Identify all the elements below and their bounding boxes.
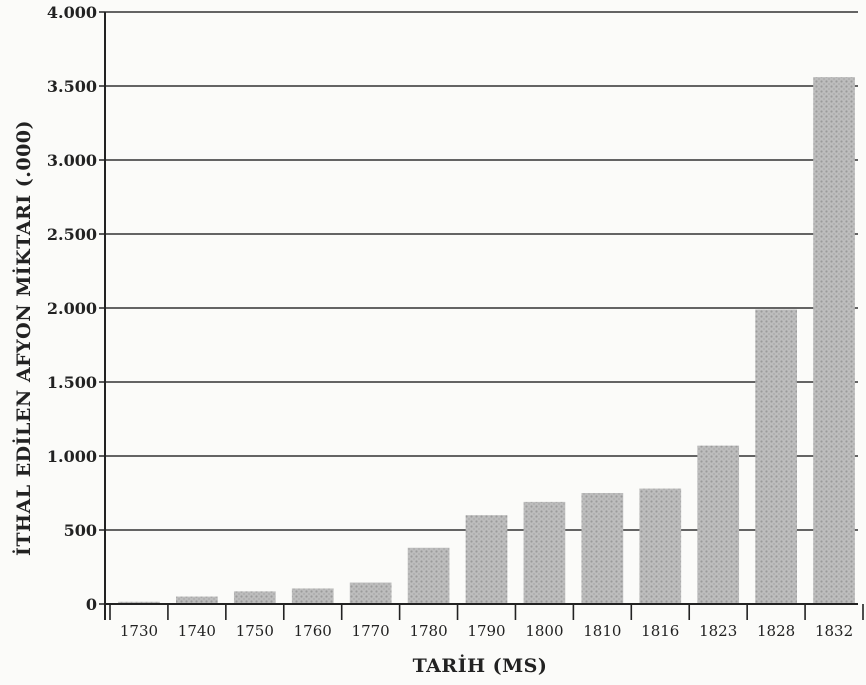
axes: 0 500 1.000 1.500 2.000 2.500 3.000 3.500 4.000 1… bbox=[47, 3, 864, 640]
y-tick-label: 2.500 bbox=[47, 225, 97, 244]
gridlines bbox=[105, 11, 858, 531]
y-tick-label: 3.500 bbox=[47, 77, 97, 96]
y-tick-label: 0 bbox=[86, 595, 97, 614]
x-tick-label: 1800 bbox=[525, 622, 563, 640]
bars bbox=[118, 77, 855, 605]
bar-1816 bbox=[639, 488, 682, 604]
y-axis-title: İTHAL EDİLEN AFYON MİKTARI (.000) bbox=[12, 120, 35, 556]
bar-1810 bbox=[581, 493, 624, 604]
x-tick-label: 1750 bbox=[236, 622, 274, 640]
x-tick-label: 1832 bbox=[815, 622, 853, 640]
x-tick-label: 1828 bbox=[757, 622, 795, 640]
bar-1730 bbox=[118, 601, 160, 604]
bar-1823 bbox=[697, 445, 740, 604]
y-tick-label: 2.000 bbox=[47, 299, 97, 318]
bar-1760 bbox=[291, 588, 334, 604]
y-tick-label: 500 bbox=[64, 521, 97, 540]
x-axis-title: TARİH (MS) bbox=[413, 654, 548, 677]
bar-1790 bbox=[465, 515, 508, 604]
y-tick-label: 4.000 bbox=[47, 3, 97, 22]
x-tick-label: 1770 bbox=[352, 622, 390, 640]
bar-1800 bbox=[523, 501, 566, 604]
y-tick-label: 3.000 bbox=[47, 151, 97, 170]
bar-1828 bbox=[755, 309, 797, 604]
bar-1770 bbox=[349, 582, 392, 604]
x-tick-label: 1740 bbox=[178, 622, 216, 640]
x-tick-label: 1780 bbox=[409, 622, 447, 640]
bar-1780 bbox=[407, 547, 450, 604]
y-tick-label: 1.000 bbox=[47, 447, 97, 466]
x-tick-label: 1790 bbox=[467, 622, 505, 640]
x-tick-label: 1810 bbox=[583, 622, 621, 640]
bar-1750 bbox=[233, 591, 276, 604]
bar-1832 bbox=[813, 77, 855, 605]
y-tick-label: 1.500 bbox=[47, 373, 97, 392]
x-tick-label: 1730 bbox=[120, 622, 158, 640]
x-tick-label: 1816 bbox=[641, 622, 679, 640]
x-tick-label: 1760 bbox=[294, 622, 332, 640]
x-tick-label: 1823 bbox=[699, 622, 737, 640]
bar-1740 bbox=[176, 596, 218, 604]
